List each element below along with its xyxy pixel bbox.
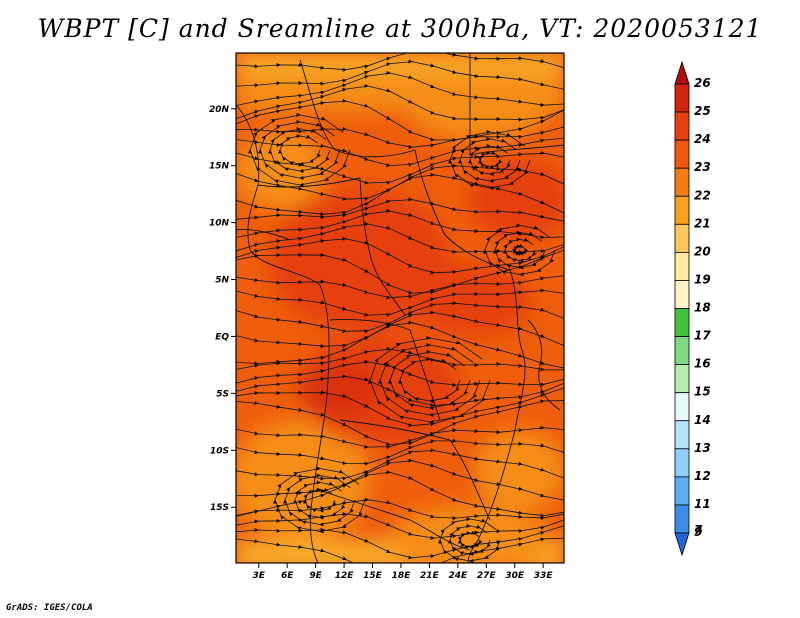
colorbar-swatch bbox=[674, 167, 690, 197]
streamline bbox=[398, 357, 461, 403]
colorbar-label: 13 bbox=[694, 441, 711, 455]
colorbar-swatch bbox=[674, 420, 690, 450]
colorbar-label: 24 bbox=[694, 132, 711, 146]
streamline bbox=[458, 137, 521, 183]
colorbar: 26 25 24 23 22 21 20 19 18 17 16 15 14 13 12 11 97 bbox=[674, 60, 711, 557]
colorbar-label: 23 bbox=[694, 160, 711, 174]
streamline bbox=[268, 127, 331, 173]
streamline bbox=[278, 134, 321, 166]
colorbar-label: 22 bbox=[694, 188, 711, 202]
colorbar-label: 25 bbox=[694, 104, 711, 118]
colorbar-label: 19 bbox=[694, 272, 711, 286]
colorbar-label: 18 bbox=[694, 301, 711, 315]
streamline bbox=[302, 487, 337, 513]
streamline bbox=[482, 223, 556, 277]
colorbar-swatch bbox=[674, 223, 690, 253]
lat-tick-label: 5N bbox=[215, 276, 229, 286]
colorbar-swatch bbox=[674, 251, 690, 281]
colorbar-swatch bbox=[674, 364, 690, 394]
colorbar-label: 16 bbox=[694, 357, 711, 371]
colorbar-swatch bbox=[674, 476, 690, 506]
colorbar-swatch bbox=[674, 448, 690, 478]
colorbar-label: 7 bbox=[694, 523, 703, 537]
lat-tick-label: EQ bbox=[215, 332, 229, 342]
colorbar-swatch bbox=[674, 139, 690, 169]
lon-tick-label: 3E bbox=[253, 571, 266, 581]
colorbar-swatch bbox=[674, 60, 690, 85]
streamline bbox=[468, 144, 511, 176]
map-panel: 20N 15N 10N 5N EQ 5S 10S 15S 3E 6E 9E 12E 15E 18E 21E… bbox=[209, 52, 711, 581]
streamline bbox=[292, 480, 346, 520]
colorbar-label: 9 bbox=[694, 525, 702, 539]
streamline bbox=[282, 473, 356, 527]
lon-tick-label: 33E bbox=[534, 571, 554, 581]
lon-tick-label: 21E bbox=[420, 571, 440, 581]
streamline bbox=[438, 517, 501, 563]
streamline bbox=[477, 150, 503, 170]
lon-tick-label: 9E bbox=[309, 571, 322, 581]
lat-tick-label: 15N bbox=[209, 162, 230, 172]
colorbar-swatch bbox=[674, 336, 690, 366]
colorbar-label: 15 bbox=[694, 385, 711, 399]
lon-tick-label: 24E bbox=[448, 571, 468, 581]
latitude-axis: 20N 15N 10N 5N EQ 5S 10S 15S bbox=[209, 105, 236, 513]
colorbar-swatch bbox=[674, 111, 690, 141]
map-title: WBPT [C] and Sreamline at 300hPa, VT: 20… bbox=[37, 14, 763, 43]
colorbar-label: 20 bbox=[694, 244, 711, 258]
lon-tick-label: 30E bbox=[505, 571, 525, 581]
lat-tick-label: 20N bbox=[209, 105, 230, 115]
lon-tick-label: 6E bbox=[281, 571, 294, 581]
lat-tick-label: 10S bbox=[210, 446, 229, 456]
colorbar-swatch bbox=[674, 392, 690, 422]
colorbar-label: 26 bbox=[694, 76, 711, 90]
lat-tick-label: 5S bbox=[216, 389, 229, 399]
map-frame bbox=[235, 52, 565, 564]
lon-tick-label: 18E bbox=[392, 571, 412, 581]
colorbar-label: 11 bbox=[694, 497, 711, 511]
colorbar-swatch bbox=[674, 83, 690, 113]
colorbar-swatch bbox=[674, 308, 690, 337]
lat-tick-label: 10N bbox=[209, 219, 230, 229]
longitude-axis: 3E 6E 9E 12E 15E 18E 21E 24E 27E 30E 33E bbox=[253, 563, 554, 581]
colorbar-swatch bbox=[674, 195, 690, 225]
colorbar-label: 21 bbox=[694, 216, 711, 230]
streamline bbox=[457, 530, 483, 550]
streamline bbox=[512, 243, 528, 257]
lon-tick-label: 15E bbox=[363, 571, 383, 581]
colorbar-swatch bbox=[674, 280, 690, 309]
streamline bbox=[448, 524, 491, 556]
colorbar-swatch bbox=[674, 532, 690, 557]
streamline bbox=[492, 230, 546, 270]
lat-tick-label: 15S bbox=[210, 503, 229, 513]
lon-tick-label: 12E bbox=[335, 571, 355, 581]
streamline bbox=[236, 537, 564, 563]
lon-tick-label: 27E bbox=[477, 571, 497, 581]
colorbar-label: 17 bbox=[694, 329, 711, 343]
grads-credit: GrADS: IGES/COLA bbox=[6, 603, 93, 613]
colorbar-label: 12 bbox=[694, 469, 711, 483]
colorbar-label: 14 bbox=[694, 413, 711, 427]
streamline bbox=[502, 237, 537, 263]
colorbar-swatch bbox=[674, 504, 690, 534]
streamlines bbox=[236, 53, 564, 563]
